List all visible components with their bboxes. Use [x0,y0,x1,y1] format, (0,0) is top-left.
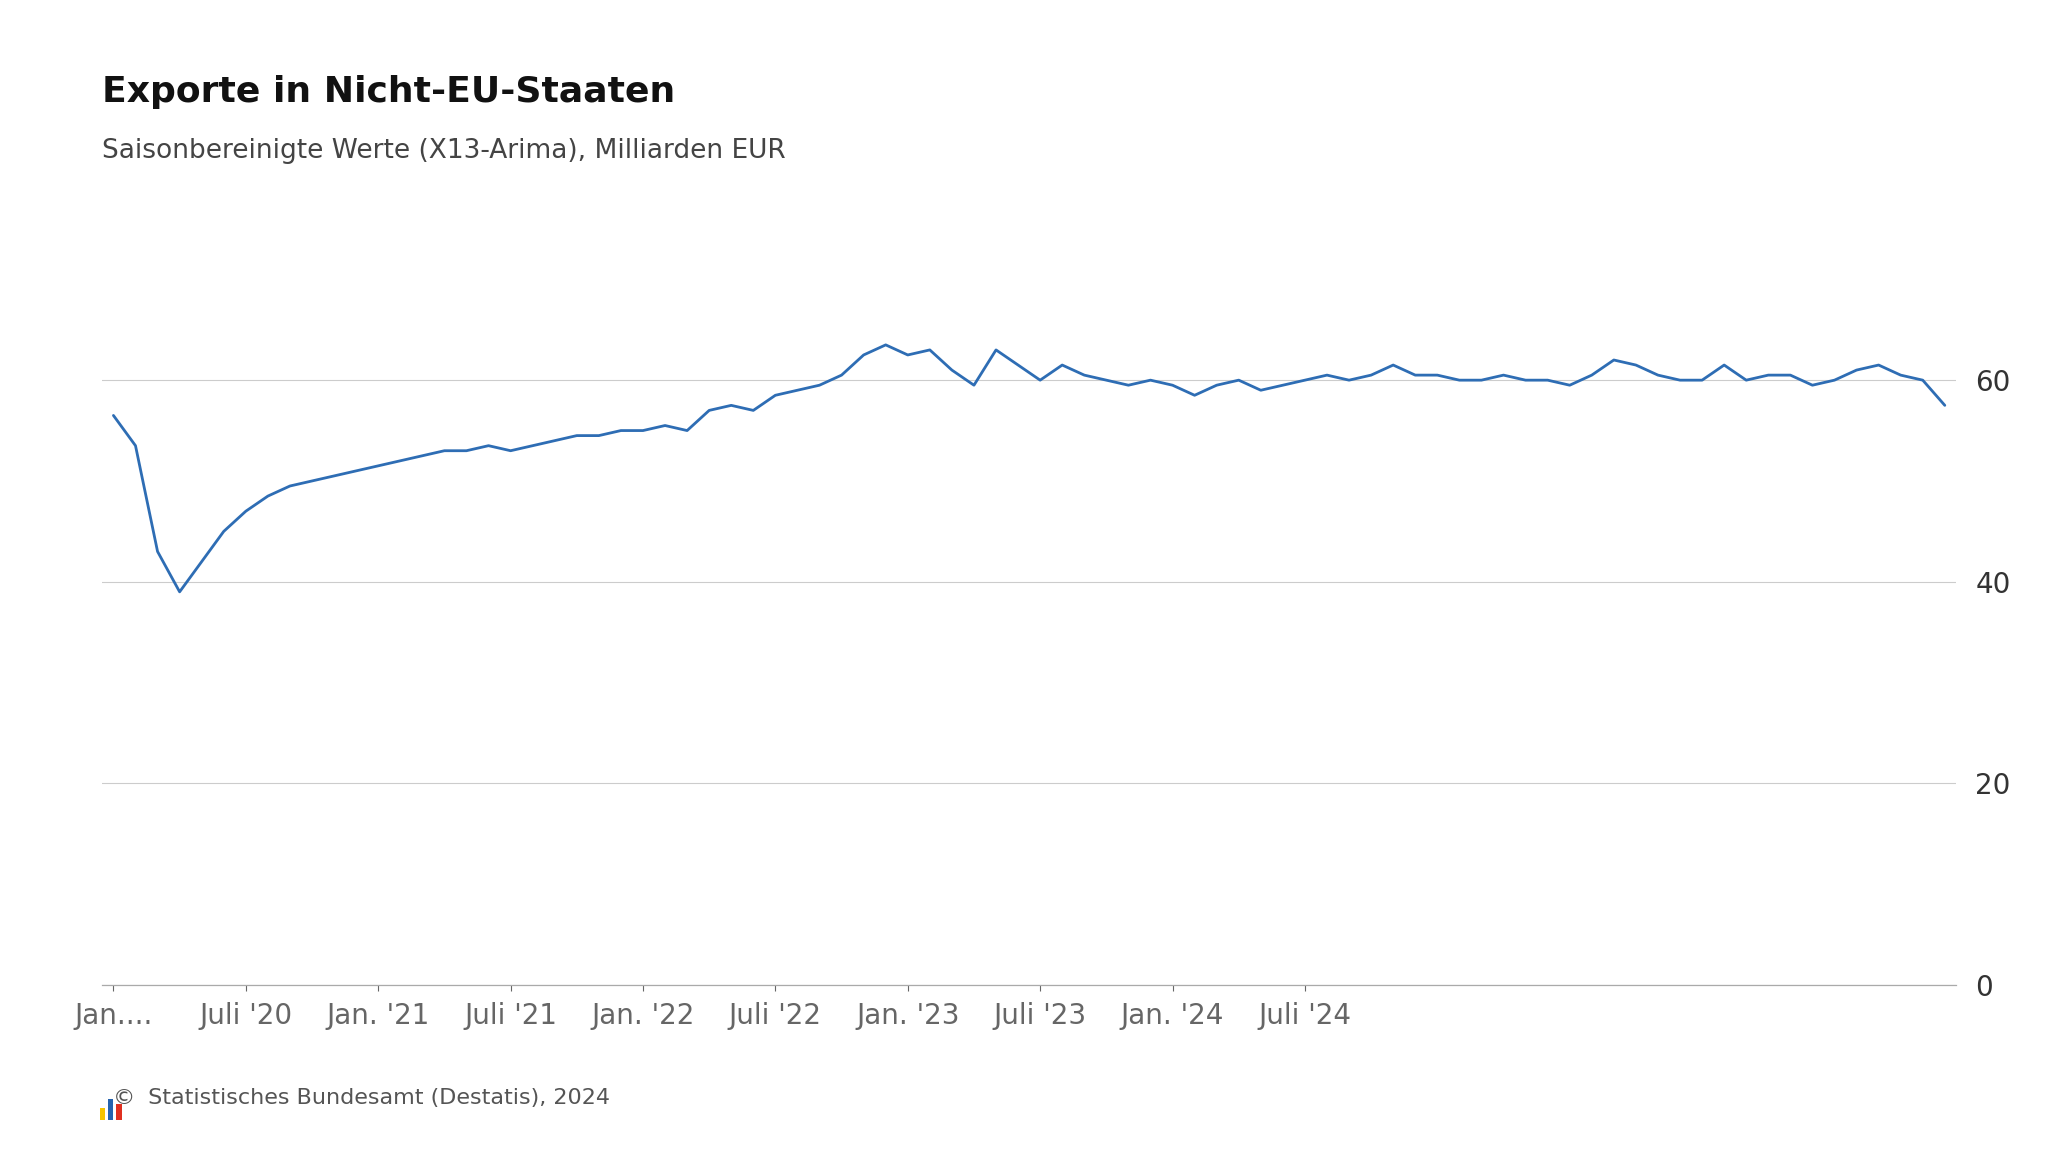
Bar [100,1108,104,1120]
Bar [117,1104,121,1120]
Text: Exporte in Nicht-EU-Staaten: Exporte in Nicht-EU-Staaten [102,75,676,109]
Text: Saisonbereinigte Werte (X13-Arima), Milliarden EUR: Saisonbereinigte Werte (X13-Arima), Mill… [102,138,786,165]
Text: ©  Statistisches Bundesamt (Destatis), 2024: © Statistisches Bundesamt (Destatis), 20… [113,1089,610,1108]
Bar [109,1099,113,1120]
